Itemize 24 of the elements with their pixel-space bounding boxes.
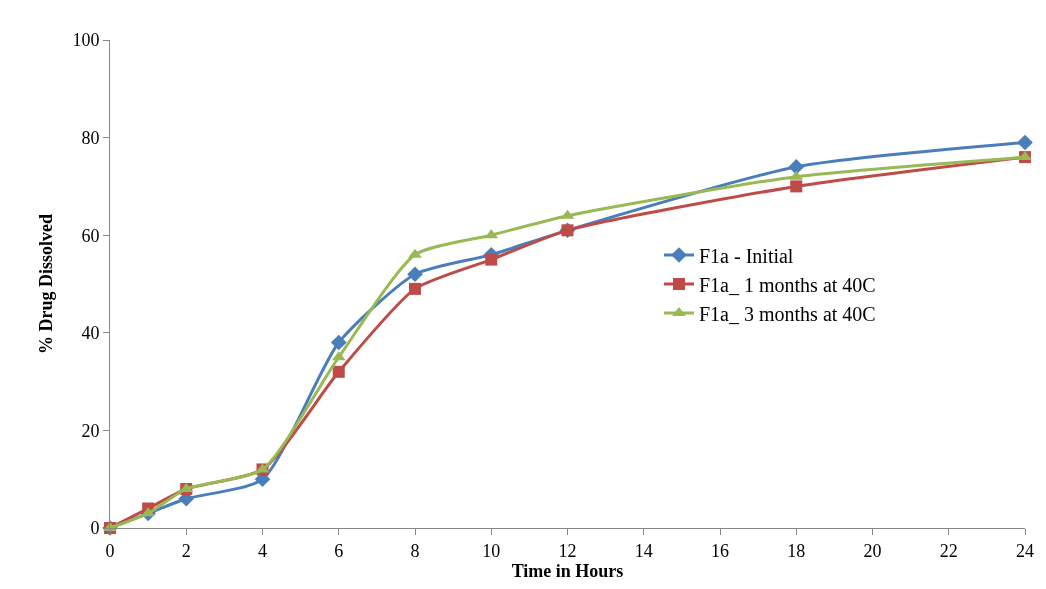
legend-label: F1a - Initial <box>699 244 794 267</box>
x-tick-label: 12 <box>558 540 577 561</box>
y-tick-label: 100 <box>72 30 100 51</box>
x-tick-label: 24 <box>1016 540 1034 561</box>
x-tick-label: 10 <box>482 540 501 561</box>
x-axis-title: Time in Hours <box>511 560 624 581</box>
y-tick-label: 60 <box>81 225 100 246</box>
x-tick-label: 20 <box>863 540 882 561</box>
y-axis-title: % Drug Dissolved <box>35 213 56 355</box>
x-tick-label: 8 <box>410 540 420 561</box>
y-tick-label: 80 <box>81 127 100 148</box>
x-tick-label: 4 <box>258 540 267 561</box>
y-tick-label: 0 <box>90 518 100 539</box>
x-tick-label: 16 <box>711 540 729 561</box>
y-tick-label: 40 <box>81 323 100 344</box>
x-tick-label: 14 <box>634 540 653 561</box>
legend-label: F1a_ 1 months at 40C <box>699 273 876 296</box>
x-tick-label: 2 <box>181 540 191 561</box>
legend-label: F1a_ 3 months at 40C <box>699 302 876 325</box>
x-tick-label: 0 <box>105 540 115 561</box>
x-tick-label: 22 <box>939 540 958 561</box>
x-tick-label: 18 <box>787 540 806 561</box>
x-tick-label: 6 <box>334 540 344 561</box>
y-tick-label: 20 <box>81 420 100 441</box>
